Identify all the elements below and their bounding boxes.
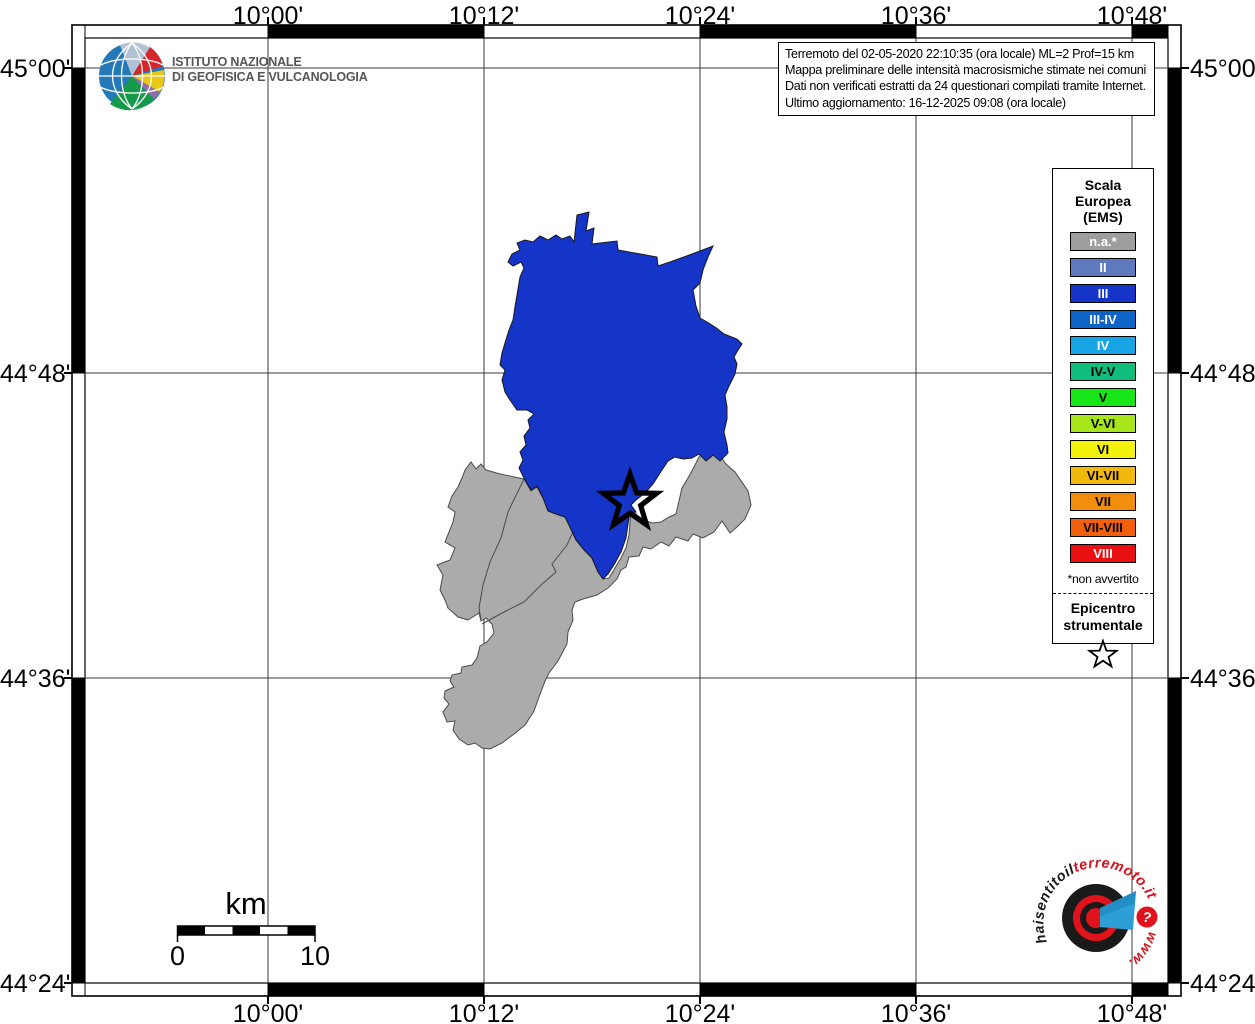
info-line-map: Mappa preliminare delle intensità macros… (785, 63, 1146, 78)
haisentitoilterremoto-watermark: ? haisentitoilterremoto.it www. (1031, 855, 1160, 972)
legend-chip-viii: VIII (1070, 544, 1136, 563)
axis-label: 44°48' (0, 360, 71, 388)
legend-chip-vi: VI (1070, 440, 1136, 459)
axis-label: 44°36' (0, 665, 71, 693)
ingv-logo-line1: ISTITUTO NAZIONALE (172, 55, 302, 69)
watermark-question-badge (1136, 906, 1158, 928)
legend-chip-iv: IV (1070, 336, 1136, 355)
scale-bar-start: 0 (170, 941, 186, 971)
axis-label: 10°48' (1096, 1000, 1168, 1024)
epicenter-star (595, 466, 665, 532)
legend-chip-v: V (1070, 388, 1136, 407)
scale-bar-unit: km (225, 886, 267, 921)
legend-chip-iv-v: IV-V (1070, 362, 1136, 381)
axis-label: 10°24' (664, 2, 736, 30)
municipal-inner-borders (478, 478, 579, 625)
legend-chip-iii: III (1070, 284, 1136, 303)
axis-label: 10°12' (448, 1000, 520, 1024)
axis-label: 10°48' (1096, 2, 1168, 30)
axis-label: 10°24' (664, 1000, 736, 1024)
legend-divider (1053, 593, 1153, 594)
intensity-legend: Scala Europea (EMS) n.a.* II III III-IV … (1052, 168, 1154, 669)
axis-label: 10°12' (448, 2, 520, 30)
axis-label: 10°00' (232, 1000, 304, 1024)
municipality-polygon-intensity-iii (499, 211, 743, 580)
legend-chip-ii: II (1070, 258, 1136, 277)
legend-title: Scala Europea (EMS) (1074, 177, 1131, 225)
legend-chip-vi-vii: VI-VII (1070, 466, 1136, 485)
legend-chip-na: n.a.* (1070, 232, 1136, 251)
ingv-logo-globe (99, 42, 165, 111)
legend-epicenter-star-icon (1086, 638, 1120, 669)
legend-footnote: *non avvertito (1067, 572, 1139, 586)
legend-epicenter-label: Epicentro strumentale (1063, 600, 1143, 633)
watermark-question-mark: ? (1141, 908, 1153, 926)
axis-label: 10°36' (880, 1000, 952, 1024)
municipality-polygon-not-felt (436, 450, 752, 750)
scale-bar-end: 10 (300, 941, 331, 971)
earthquake-info-box: Terremoto del 02-05-2020 22:10:35 (ora l… (778, 42, 1155, 116)
info-line-data: Dati non verificati estratti da 24 quest… (785, 79, 1146, 94)
axis-label: 44°36' (1190, 665, 1255, 693)
watermark-www-text: www. (1125, 930, 1160, 972)
scale-bar (176, 925, 316, 942)
axis-label: 45°00' (1190, 55, 1255, 83)
legend-chip-iii-iv: III-IV (1070, 310, 1136, 329)
legend-chip-vii: VII (1070, 492, 1136, 511)
axis-label: 45°00' (0, 55, 71, 83)
axis-label: 10°36' (880, 2, 952, 30)
frame-ticks (64, 17, 1189, 1004)
info-line-event: Terremoto del 02-05-2020 22:10:35 (ora l… (785, 47, 1134, 61)
info-line-updated: Ultimo aggiornamento: 16-12-2025 09:08 (… (785, 95, 1066, 110)
legend-chip-v-vi: V-VI (1070, 414, 1136, 433)
axis-label: 44°24' (1190, 970, 1255, 998)
axis-label: 44°24' (0, 970, 71, 998)
axis-label: 44°48' (1190, 360, 1255, 388)
legend-chip-vii-viii: VII-VIII (1070, 518, 1136, 537)
ingv-logo-line2: DI GEOFISICA E VULCANOLOGIA (172, 69, 368, 84)
ingv-logo-text: ISTITUTO NAZIONALE DI GEOFISICA E VULCAN… (172, 55, 368, 84)
axis-label: 10°00' (232, 2, 304, 30)
